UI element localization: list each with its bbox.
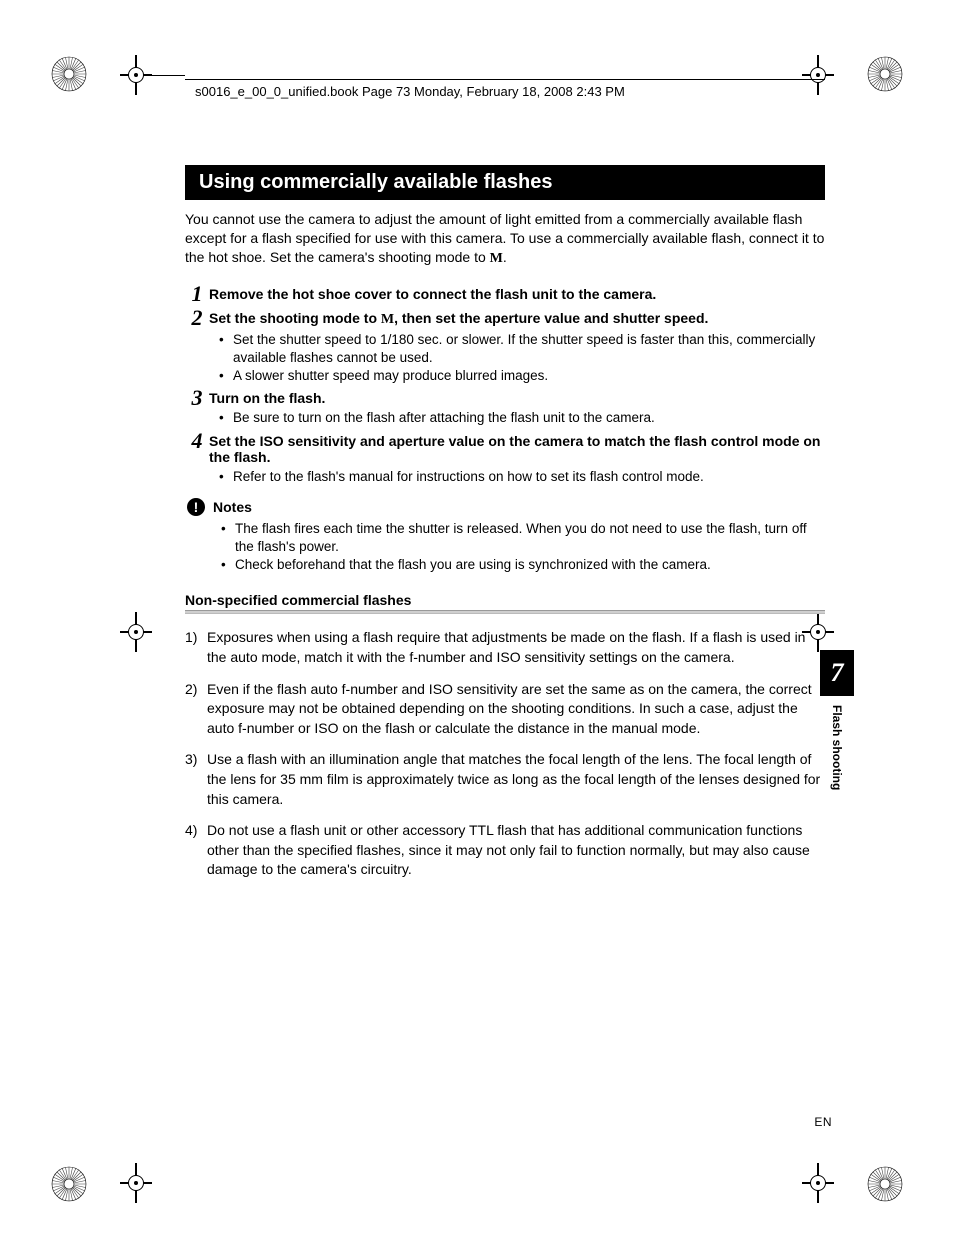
list-num: 3) [185, 750, 207, 809]
list-num: 2) [185, 680, 207, 739]
crop-mark-icon [866, 55, 904, 93]
subsection-title: Non-specified commercial flashes [185, 592, 825, 608]
step-title-a: Set the shooting mode to [209, 310, 381, 326]
chapter-label: Flash shooting [830, 705, 844, 790]
list-text: Even if the flash auto f-number and ISO … [207, 680, 825, 739]
step-4: 4 Set the ISO sensitivity and aperture v… [185, 430, 825, 486]
step-number: 1 [185, 283, 209, 305]
crop-mark-icon [50, 1165, 88, 1203]
crop-mark-icon [50, 55, 88, 93]
step-title: Set the shooting mode to M, then set the… [209, 310, 708, 326]
numbered-list: 1)Exposures when using a flash require t… [185, 628, 825, 880]
notes-label: Notes [213, 499, 252, 515]
crop-mark-icon [866, 1165, 904, 1203]
registration-mark-icon [120, 612, 152, 652]
step-bullet: A slower shutter speed may produce blurr… [223, 367, 825, 385]
list-item: 3)Use a flash with an illumination angle… [185, 750, 825, 809]
registration-mark-icon [802, 1163, 834, 1203]
list-text: Do not use a flash unit or other accesso… [207, 821, 825, 880]
registration-mark-icon [802, 55, 834, 95]
list-item: 4)Do not use a flash unit or other acces… [185, 821, 825, 880]
list-num: 4) [185, 821, 207, 880]
notes-icon: ! [187, 498, 205, 516]
section-title: Using commercially available flashes [185, 165, 825, 200]
step-title: Remove the hot shoe cover to connect the… [209, 286, 656, 302]
intro-paragraph: You cannot use the camera to adjust the … [185, 210, 825, 269]
step-bullet: Refer to the flash's manual for instruct… [223, 468, 825, 486]
step-title-b: , then set the aperture value and shutte… [394, 310, 708, 326]
step-3: 3 Turn on the flash. Be sure to turn on … [185, 387, 825, 427]
step-bullet: Be sure to turn on the flash after attac… [223, 409, 825, 427]
header-rule [185, 79, 825, 80]
list-item: 2)Even if the flash auto f-number and IS… [185, 680, 825, 739]
step-title: Set the ISO sensitivity and aperture val… [209, 433, 820, 465]
note-item: Check beforehand that the flash you are … [225, 556, 825, 574]
page-language: EN [814, 1115, 832, 1129]
mode-m-symbol: M [490, 251, 503, 266]
page-footer: EN [814, 1115, 832, 1129]
step-number: 2 [185, 307, 209, 329]
step-1: 1 Remove the hot shoe cover to connect t… [185, 283, 825, 305]
list-text: Exposures when using a flash require tha… [207, 628, 825, 667]
list-text: Use a flash with an illumination angle t… [207, 750, 825, 809]
mode-m-symbol: M [381, 312, 394, 327]
note-item: The flash fires each time the shutter is… [225, 520, 825, 556]
page-content: Using commercially available flashes You… [185, 165, 825, 892]
list-item: 1)Exposures when using a flash require t… [185, 628, 825, 667]
hairline [151, 75, 185, 76]
registration-mark-icon [120, 55, 152, 95]
step-number: 3 [185, 387, 209, 409]
registration-mark-icon [120, 1163, 152, 1203]
header-text: s0016_e_00_0_unified.book Page 73 Monday… [195, 84, 625, 99]
notes-header: ! Notes [187, 498, 825, 516]
step-bullet: Set the shutter speed to 1/180 sec. or s… [223, 331, 825, 367]
intro-text-b: . [503, 249, 507, 265]
step-title: Turn on the flash. [209, 390, 325, 406]
list-num: 1) [185, 628, 207, 667]
subsection-rule [185, 610, 825, 614]
chapter-tab: 7 [820, 650, 854, 696]
step-number: 4 [185, 430, 209, 452]
step-2: 2 Set the shooting mode to M, then set t… [185, 307, 825, 386]
